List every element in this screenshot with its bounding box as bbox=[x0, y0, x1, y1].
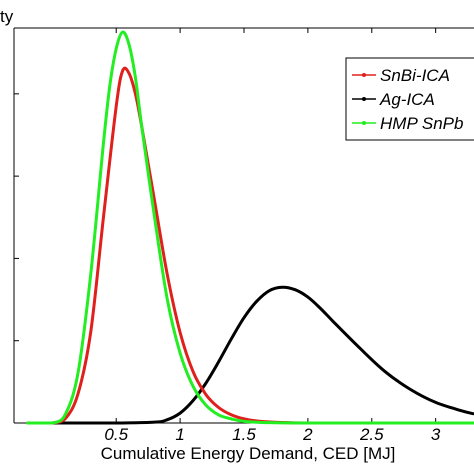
data-point bbox=[281, 286, 284, 289]
data-point bbox=[64, 418, 66, 420]
data-point bbox=[204, 404, 207, 406]
data-point bbox=[166, 418, 169, 421]
legend-marker bbox=[362, 73, 366, 77]
x-axis-label: Cumulative Energy Demand, CED [MJ] bbox=[101, 444, 396, 463]
data-point bbox=[115, 105, 118, 107]
data-point bbox=[51, 422, 54, 424]
series-layer bbox=[25, 30, 474, 425]
legend-marker bbox=[362, 97, 366, 101]
data-point bbox=[121, 31, 124, 33]
data-point bbox=[217, 413, 220, 416]
data-point bbox=[268, 289, 271, 292]
data-point bbox=[358, 346, 360, 349]
data-point bbox=[370, 422, 373, 424]
data-point bbox=[134, 93, 137, 95]
data-point bbox=[121, 69, 124, 72]
data-point bbox=[217, 361, 220, 363]
data-point bbox=[153, 200, 156, 202]
data-point bbox=[179, 412, 181, 414]
x-tick-label: 3 bbox=[431, 425, 441, 444]
legend: SnBi-ICA Ag-ICA HMP SnPb bbox=[345, 57, 474, 141]
data-point bbox=[243, 420, 245, 423]
data-point bbox=[38, 422, 41, 424]
data-point bbox=[192, 385, 194, 387]
data-point bbox=[115, 422, 118, 424]
x-tick-label: 1.5 bbox=[232, 425, 256, 444]
data-point bbox=[166, 274, 169, 276]
data-point bbox=[128, 43, 130, 46]
data-point bbox=[460, 409, 463, 412]
series-line bbox=[26, 285, 474, 425]
data-point bbox=[383, 370, 386, 372]
series-line bbox=[26, 30, 474, 425]
data-point bbox=[230, 338, 233, 340]
data-point bbox=[230, 413, 233, 416]
data-point bbox=[134, 76, 137, 79]
legend-label: SnBi-ICA bbox=[380, 66, 450, 85]
x-tick-label: 0.5 bbox=[104, 425, 128, 444]
data-point bbox=[192, 399, 194, 402]
series-hmp-snpb bbox=[25, 30, 474, 425]
data-point bbox=[153, 421, 156, 423]
x-tick-label: 2 bbox=[302, 425, 313, 444]
data-point bbox=[319, 307, 322, 310]
data-point bbox=[128, 72, 130, 75]
data-point bbox=[255, 300, 258, 303]
data-point bbox=[434, 422, 437, 424]
data-point bbox=[307, 422, 309, 424]
data-point bbox=[243, 316, 245, 319]
data-point bbox=[204, 393, 207, 395]
data-point bbox=[102, 216, 105, 219]
data-point bbox=[294, 288, 296, 291]
data-point bbox=[89, 274, 92, 276]
legend-label: HMP SnPb bbox=[380, 114, 463, 133]
data-point bbox=[332, 320, 335, 323]
legend-label: Ag-ICA bbox=[379, 90, 435, 109]
y-axis-label: ty bbox=[0, 7, 14, 26]
data-point bbox=[307, 296, 309, 298]
data-point bbox=[153, 216, 156, 219]
data-point bbox=[89, 331, 92, 334]
x-tick-label: 2.5 bbox=[359, 425, 384, 444]
data-point bbox=[243, 418, 245, 420]
data-point bbox=[192, 370, 194, 372]
data-point bbox=[115, 47, 118, 50]
data-point bbox=[204, 382, 207, 385]
data-point bbox=[166, 298, 169, 301]
x-tick-labels: 0.5 1 1.5 2 2.5 3 bbox=[104, 425, 441, 444]
data-point bbox=[25, 422, 28, 424]
data-point bbox=[409, 388, 411, 391]
x-tick-label: 1 bbox=[175, 425, 184, 444]
data-point bbox=[102, 142, 105, 145]
data-point bbox=[217, 406, 220, 409]
data-point bbox=[179, 331, 181, 334]
data-point bbox=[179, 352, 181, 354]
data-point bbox=[77, 393, 79, 395]
data-point bbox=[230, 418, 233, 420]
data-point bbox=[64, 413, 66, 416]
legend-marker bbox=[362, 121, 366, 125]
data-point bbox=[140, 125, 143, 128]
data-point bbox=[268, 421, 271, 424]
data-point bbox=[109, 84, 111, 87]
data-point bbox=[77, 372, 79, 375]
data-point bbox=[434, 401, 437, 404]
